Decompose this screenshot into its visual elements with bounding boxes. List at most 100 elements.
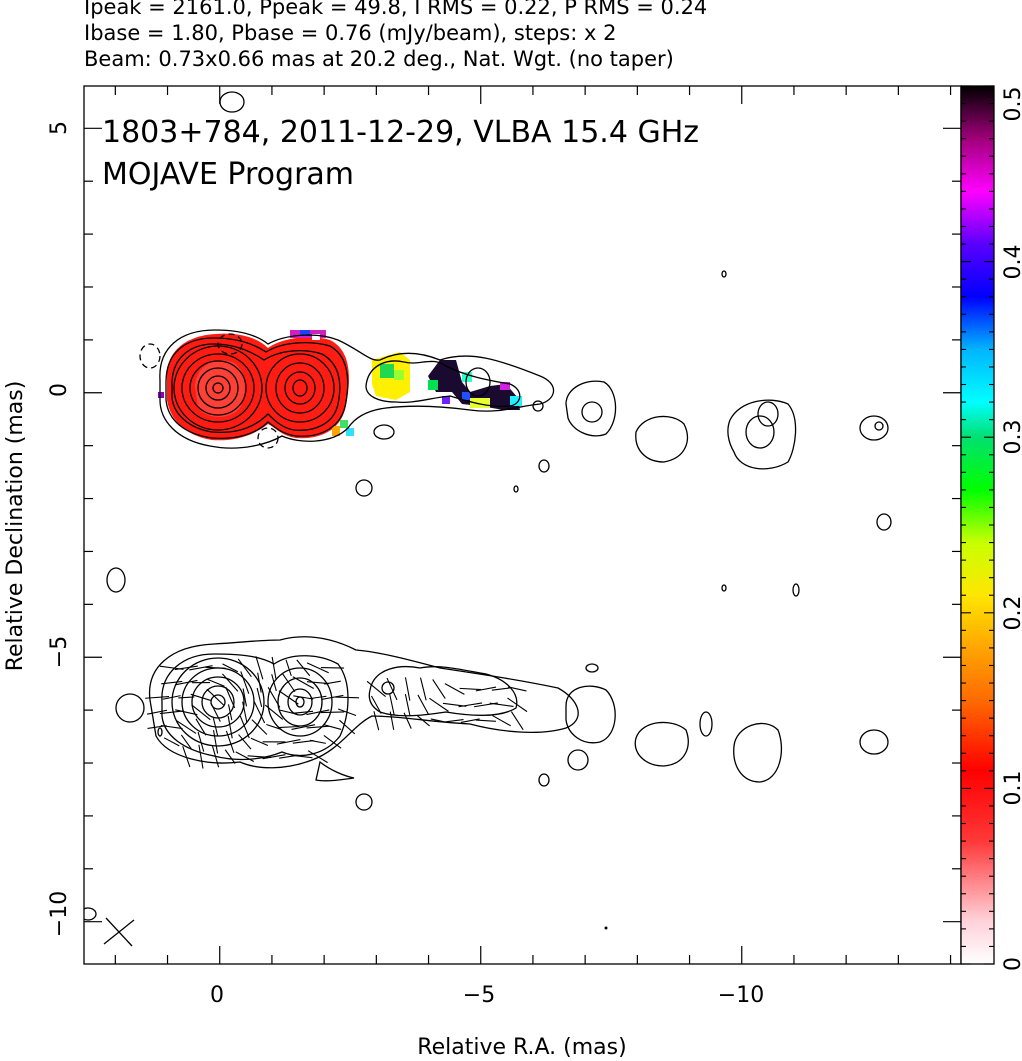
lower-tail-contour <box>315 760 355 782</box>
lower-blob-9 <box>699 711 713 737</box>
jet-contour-small <box>465 367 491 397</box>
y-axis-label: Relative Declination (mas) <box>3 381 28 672</box>
evpa-vector <box>416 715 430 727</box>
evpa-vector <box>175 709 198 716</box>
evpa-vector <box>339 719 356 735</box>
lower-blob-10 <box>381 681 395 695</box>
lower-core-e <box>210 694 226 710</box>
lower-blob-7 <box>538 773 550 787</box>
upper-blob-7-inner <box>745 415 775 449</box>
evpa-vector <box>162 695 181 700</box>
upper-blob-14 <box>792 583 800 597</box>
evpa-vector <box>147 709 168 715</box>
evpa-vector <box>296 659 311 677</box>
y-tick-label-0: 0 <box>47 383 72 397</box>
upper-blob-9 <box>876 513 892 531</box>
evpa-vector <box>278 690 299 705</box>
upper-blob-7 <box>727 399 797 470</box>
frac-pol-edge-blue <box>300 330 310 336</box>
frac-pol-core-region <box>166 333 349 441</box>
evpa-vector <box>309 739 326 744</box>
frac-pol-jet-green <box>428 380 438 390</box>
core-contour-b <box>181 353 255 423</box>
header-line-3: Beam: 0.73x0.66 mas at 20.2 deg., Nat. W… <box>84 47 674 71</box>
jet-contour-knot-b <box>532 400 544 412</box>
lower-blob-1 <box>565 685 616 744</box>
lower-blob-11 <box>585 663 599 673</box>
evpa-vector <box>235 751 255 762</box>
upper-blob-7-inner2 <box>757 401 779 427</box>
upper-blob-5 <box>565 380 617 437</box>
colorbar-tick-labels: 0 0.1 0.2 0.3 0.4 0.5 <box>1001 87 1022 972</box>
chart-title: 1803+784, 2011-12-29, VLBA 15.4 GHz <box>102 115 699 150</box>
upper-outer-contour <box>159 329 555 449</box>
lower-core-d <box>201 685 235 719</box>
frac-pol-jet-yellow <box>470 398 490 408</box>
upper-contour-2 <box>165 337 349 440</box>
cb-label-4: 0.4 <box>1001 245 1022 280</box>
evpa-vector <box>161 680 183 685</box>
y-tick-label-5: 5 <box>47 121 72 135</box>
evpa-vector <box>335 696 360 699</box>
evpa-vector <box>198 744 204 769</box>
evpa-vector <box>276 739 301 745</box>
evpa-vector <box>180 734 192 750</box>
upper-blob-12 <box>219 91 245 113</box>
lower-jet-inner <box>368 665 518 717</box>
evpa-vector <box>373 711 380 731</box>
y-tick-labels: 5 0 −5 −10 <box>47 121 72 937</box>
evpa-vector <box>389 711 395 730</box>
evpa-vector <box>370 695 382 714</box>
knot-contour-c <box>284 371 316 405</box>
evpa-vector <box>491 687 512 691</box>
evpa-vector <box>403 712 412 729</box>
axis-ticks <box>84 86 961 964</box>
frac-pol-edge-orange <box>332 426 340 436</box>
x-tick-label-0: 0 <box>210 983 224 1008</box>
evpa-vector <box>206 678 225 687</box>
cb-label-2: 0.2 <box>1001 596 1022 631</box>
upper-contours <box>106 91 892 597</box>
evpa-vector <box>159 710 184 715</box>
upper-blob-3 <box>538 459 550 473</box>
lower-blob-3 <box>733 722 782 783</box>
frac-pol-jet-white <box>464 360 470 366</box>
colorbar-ticks <box>961 85 994 965</box>
upper-blob-2 <box>355 479 373 497</box>
evpa-vector <box>323 735 342 749</box>
upper-contour-3 <box>171 343 341 434</box>
evpa-vector <box>227 715 233 739</box>
evpa-vector <box>430 718 448 723</box>
evpa-vector <box>264 704 284 720</box>
header-line-1: Ipeak = 2161.0, Ppeak = 49.8, I RMS = 0.… <box>84 0 708 19</box>
y-tick-label-m5: −5 <box>47 636 72 668</box>
frac-pol-edge-cyan <box>346 428 354 436</box>
knot-contour-b <box>275 362 325 414</box>
evpa-vector <box>160 724 183 730</box>
x-tick-label-1: −5 <box>463 983 495 1008</box>
evpa-vector <box>432 679 446 699</box>
evpa-vector <box>176 720 197 734</box>
evpa-vector <box>281 673 296 693</box>
upper-blob-5-inner <box>581 401 603 423</box>
core-contour-c <box>189 360 247 416</box>
evpa-vector <box>256 687 263 708</box>
evpa-vector <box>429 697 449 712</box>
frac-pol-jet-blue <box>462 392 470 400</box>
evpa-vector <box>240 671 250 694</box>
evpa-vector <box>277 725 300 729</box>
neg-contour-3 <box>257 427 279 449</box>
lower-blob-2 <box>634 721 689 767</box>
chart-subtitle: MOJAVE Program <box>102 157 354 192</box>
evpa-vector <box>145 696 170 699</box>
evpa-vector <box>225 686 236 709</box>
evpa-vector <box>255 656 264 680</box>
knot-contour-d <box>292 379 308 397</box>
evpa-vector <box>292 676 314 689</box>
core-contour-e <box>205 375 231 401</box>
jet-contour-inner <box>365 360 521 408</box>
evpa-vector <box>262 754 286 760</box>
lower-contour-2 <box>161 653 349 761</box>
frac-pol-knot-lightgreen <box>394 370 404 380</box>
evpa-vector <box>210 702 221 722</box>
